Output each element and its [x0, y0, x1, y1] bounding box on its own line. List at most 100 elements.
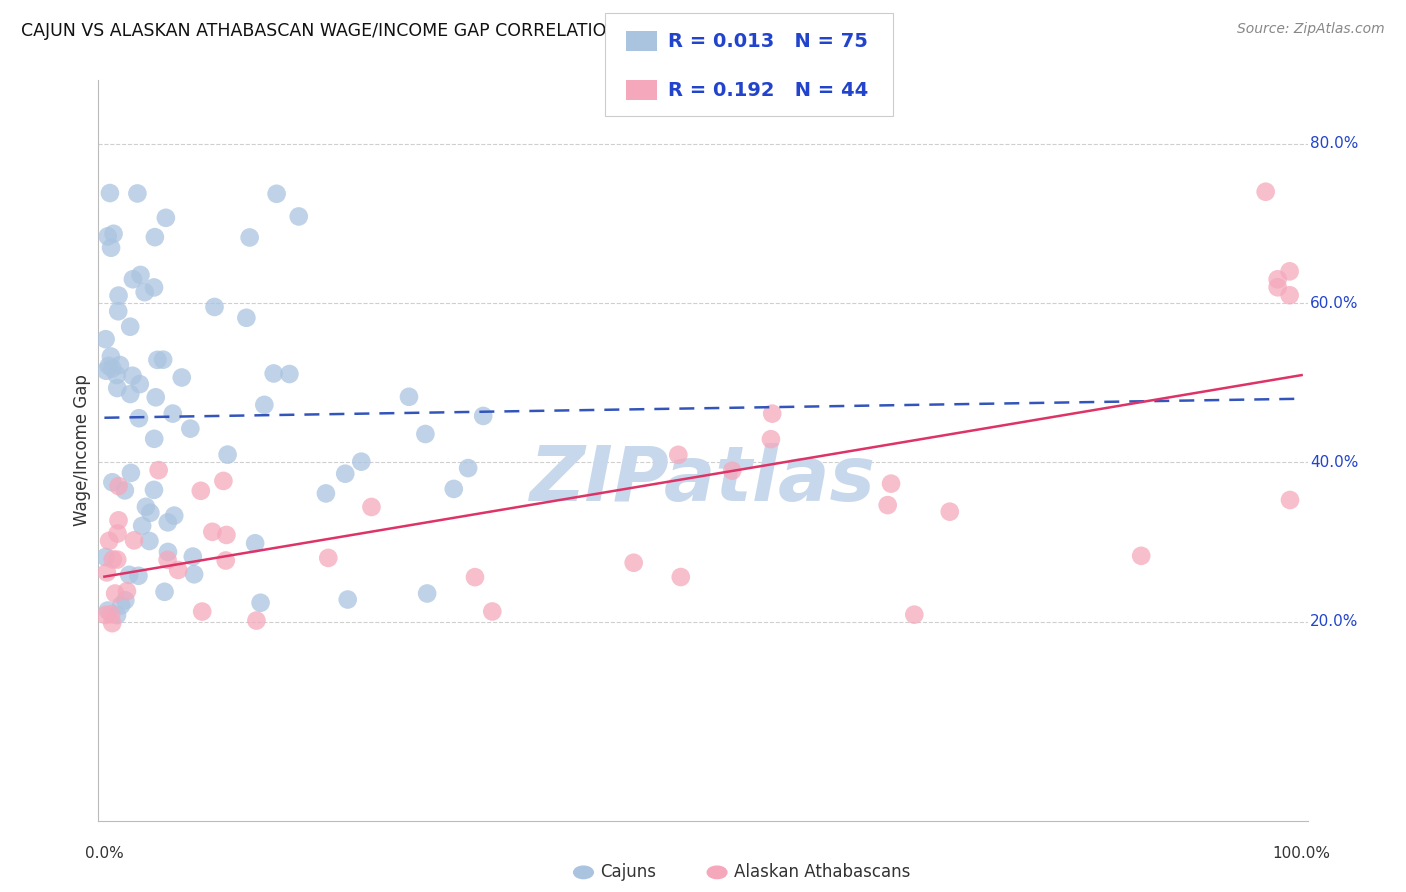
Text: 40.0%: 40.0% [1310, 455, 1358, 470]
Point [669, 570, 692, 584]
Point [243, 536, 266, 550]
Point [122, 272, 145, 286]
Point [167, 563, 190, 577]
Point [143, 483, 166, 497]
Point [94, 332, 117, 346]
Point [146, 352, 169, 367]
Text: 20.0%: 20.0% [1310, 614, 1358, 629]
Point [148, 463, 170, 477]
Point [398, 390, 420, 404]
Point [120, 466, 142, 480]
Point [191, 605, 214, 619]
Point [97, 229, 120, 244]
Point [143, 230, 166, 244]
Point [114, 483, 136, 498]
Point [105, 552, 128, 566]
Point [201, 524, 224, 539]
Point [335, 467, 357, 481]
Point [98, 533, 121, 548]
Point [217, 448, 239, 462]
Point [128, 411, 150, 425]
Point [114, 593, 136, 607]
Point [761, 407, 783, 421]
Text: ZIPatlas: ZIPatlas [530, 443, 876, 517]
Point [1130, 549, 1153, 563]
Point [880, 476, 903, 491]
Point [98, 186, 121, 200]
Point [115, 584, 138, 599]
Point [204, 300, 226, 314]
Text: 80.0%: 80.0% [1310, 136, 1358, 152]
Point [156, 545, 179, 559]
Point [179, 422, 201, 436]
Point [162, 407, 184, 421]
Point [457, 461, 479, 475]
Point [415, 427, 437, 442]
Text: R = 0.192   N = 44: R = 0.192 N = 44 [668, 80, 868, 100]
Point [903, 607, 925, 622]
Point [107, 304, 129, 318]
Point [212, 474, 235, 488]
Point [215, 528, 238, 542]
Point [464, 570, 486, 584]
Point [135, 500, 157, 514]
Point [181, 549, 204, 564]
Point [315, 486, 337, 500]
Point [152, 352, 174, 367]
Point [143, 280, 166, 294]
Point [96, 566, 118, 580]
Point [278, 367, 301, 381]
Text: CAJUN VS ALASKAN ATHABASCAN WAGE/INCOME GAP CORRELATION CHART: CAJUN VS ALASKAN ATHABASCAN WAGE/INCOME … [21, 22, 683, 40]
Point [127, 569, 149, 583]
Point [101, 475, 124, 490]
Point [120, 319, 142, 334]
Point [101, 552, 124, 566]
Text: 0.0%: 0.0% [84, 846, 124, 861]
Point [94, 549, 117, 564]
Text: Source: ZipAtlas.com: Source: ZipAtlas.com [1237, 22, 1385, 37]
Point [721, 464, 744, 478]
Point [131, 518, 153, 533]
Point [100, 607, 122, 622]
Point [350, 455, 373, 469]
Text: 100.0%: 100.0% [1272, 846, 1330, 861]
Point [443, 482, 465, 496]
Point [472, 409, 495, 423]
Point [94, 607, 117, 622]
Text: Cajuns: Cajuns [600, 863, 657, 881]
Point [215, 553, 238, 567]
Point [1278, 264, 1301, 278]
Point [266, 186, 288, 201]
Point [939, 505, 962, 519]
Point [118, 567, 141, 582]
Point [129, 268, 152, 282]
Point [107, 513, 129, 527]
Point [287, 210, 309, 224]
Point [107, 288, 129, 302]
Point [190, 483, 212, 498]
Point [101, 361, 124, 376]
Point [103, 227, 125, 241]
Point [1278, 288, 1301, 302]
Point [1267, 272, 1289, 286]
Point [235, 310, 257, 325]
Point [100, 241, 122, 255]
Point [156, 553, 179, 567]
Point [336, 592, 359, 607]
Point [156, 516, 179, 530]
Point [94, 364, 117, 378]
Point [170, 370, 193, 384]
Point [127, 186, 149, 201]
Point [155, 211, 177, 225]
Point [107, 479, 129, 493]
Point [105, 608, 128, 623]
Point [183, 567, 205, 582]
Point [122, 533, 145, 548]
Point [153, 584, 176, 599]
Point [666, 448, 689, 462]
Point [876, 498, 898, 512]
Point [134, 285, 156, 300]
Point [759, 432, 782, 446]
Text: R = 0.013   N = 75: R = 0.013 N = 75 [668, 31, 868, 51]
Text: Alaskan Athabascans: Alaskan Athabascans [734, 863, 910, 881]
